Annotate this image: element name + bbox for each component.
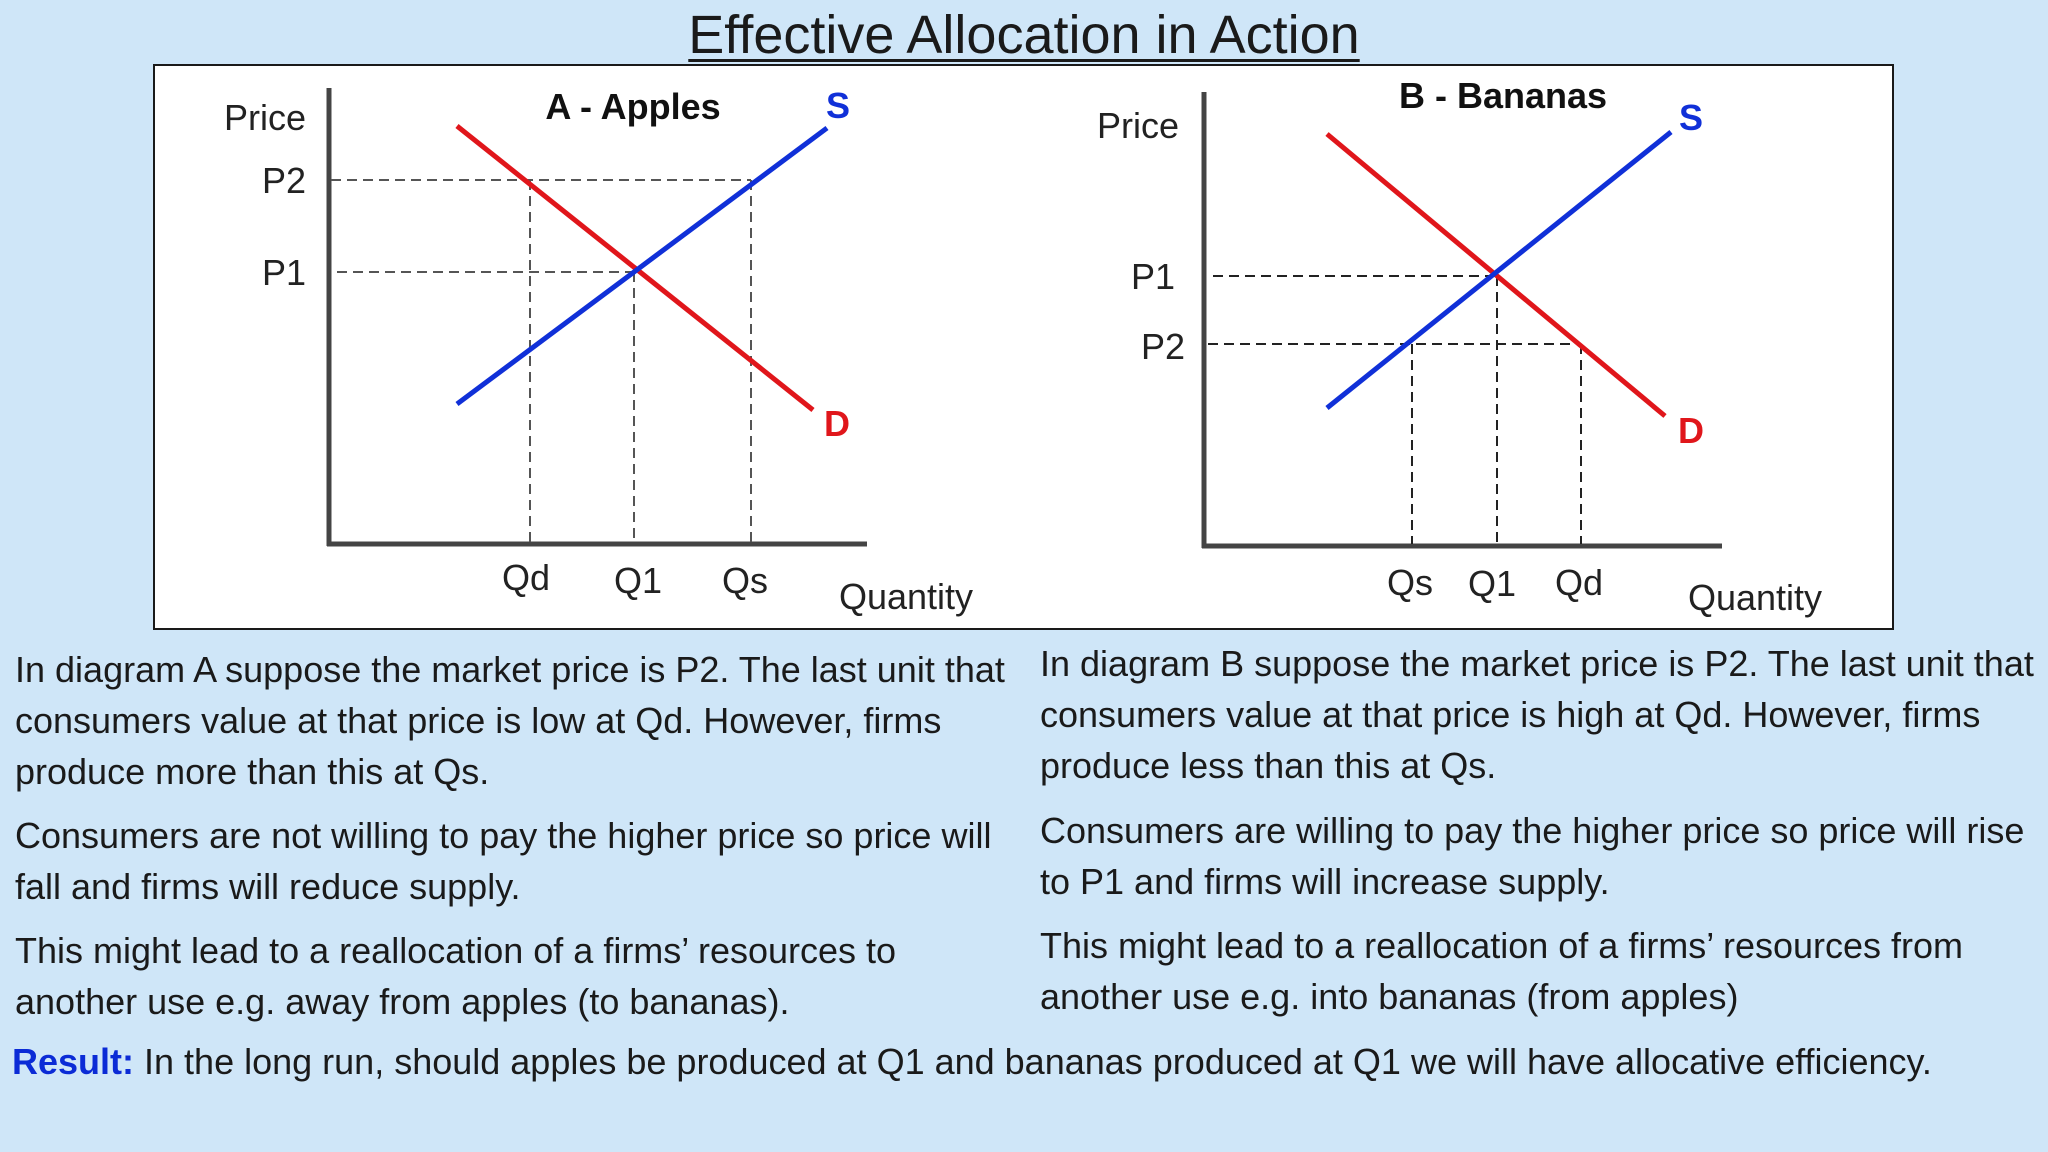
diagram-b-p1-label: P1 <box>1131 256 1175 297</box>
diagrams-svg: A - Apples Price Quantity S D P2 P1 Qd Q… <box>224 75 1822 618</box>
diagram-a-p2-label: P2 <box>262 160 306 201</box>
diagram-b-x-axis-label: Quantity <box>1688 577 1822 618</box>
page-title: Effective Allocation in Action <box>688 5 1360 65</box>
diagram-b: B - Bananas Price Quantity S D P1 P2 Qs … <box>1097 75 1822 618</box>
diagram-a-q1-label: Q1 <box>614 560 662 601</box>
diagram-a-p1-label: P1 <box>262 252 306 293</box>
diagram-b-guides <box>1208 275 1582 544</box>
left-paragraph-1: In diagram A suppose the market price is… <box>15 649 1005 792</box>
right-paragraph-1: In diagram B suppose the market price is… <box>1040 643 2034 786</box>
diagram-a-qs-label: Qs <box>722 560 768 601</box>
left-paragraph-3: This might lead to a reallocation of a f… <box>15 930 897 1022</box>
diagram-a-qd-label: Qd <box>502 557 550 598</box>
diagram-b-supply-curve <box>1325 130 1673 410</box>
right-paragraph-2: Consumers are willing to pay the higher … <box>1040 810 2025 902</box>
diagram-a-demand-curve <box>455 124 815 412</box>
diagram-b-title: B - Bananas <box>1399 75 1607 116</box>
diagram-a-title: A - Apples <box>545 86 720 127</box>
result-statement: Result: In the long run, should apples b… <box>12 1036 1942 1087</box>
result-text: In the long run, should apples be produc… <box>144 1041 1932 1082</box>
diagram-panel: A - Apples Price Quantity S D P2 P1 Qd Q… <box>153 64 1894 630</box>
right-paragraph-3: This might lead to a reallocation of a f… <box>1040 925 1964 1017</box>
diagram-b-demand-label: D <box>1678 410 1704 451</box>
diagram-a-x-axis-label: Quantity <box>839 576 973 617</box>
diagram-b-qd-label: Qd <box>1555 562 1603 603</box>
diagram-b-y-axis-label: Price <box>1097 105 1179 146</box>
diagram-b-supply-label: S <box>1679 97 1703 138</box>
diagram-a-y-axis-label: Price <box>224 97 306 138</box>
diagram-b-q1-label: Q1 <box>1468 563 1516 604</box>
diagram-a-supply-label: S <box>826 85 850 126</box>
diagram-a-demand-label: D <box>824 403 850 444</box>
diagram-b-qs-label: Qs <box>1387 562 1433 603</box>
diagram-a: A - Apples Price Quantity S D P2 P1 Qd Q… <box>224 85 973 617</box>
diagram-b-p2-label: P2 <box>1141 326 1185 367</box>
left-paragraph-2: Consumers are not willing to pay the hig… <box>15 815 992 907</box>
diagram-a-supply-curve <box>455 125 829 407</box>
result-label: Result: <box>12 1041 135 1082</box>
